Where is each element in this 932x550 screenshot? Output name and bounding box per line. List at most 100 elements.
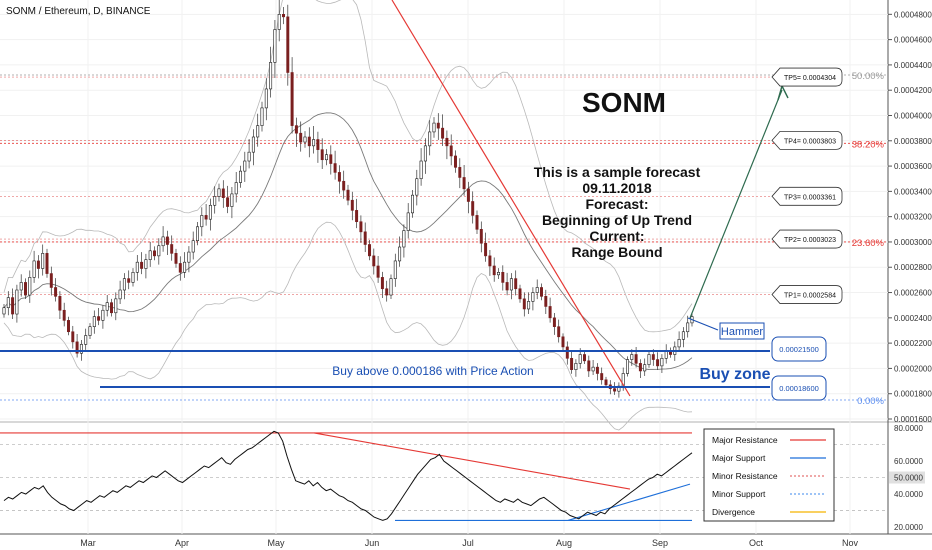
candle-body (449, 145, 453, 157)
time-tick-label: Apr (175, 538, 189, 548)
candle-body (58, 296, 62, 311)
candle-body (363, 231, 367, 245)
candle-body (187, 251, 191, 263)
rsi-line (3, 430, 693, 521)
forecast-line: Range Bound (572, 244, 663, 260)
candle-body (380, 277, 384, 290)
time-tick-label: May (267, 538, 285, 548)
tp-label: TP2= 0.0003023 (784, 237, 836, 244)
candle-body (208, 204, 212, 220)
candle-body (578, 354, 582, 364)
price-tick-label: 0.00016000 (894, 415, 932, 424)
candle-body (376, 265, 380, 278)
major-resistance-trendline (391, 0, 631, 397)
tp-label: TP5= 0.0004304 (784, 75, 836, 82)
candle-body (135, 261, 139, 273)
buy-zone-label: Buy zone (699, 366, 770, 383)
forecast-line: Beginning of Up Trend (542, 212, 692, 228)
candle-body (243, 160, 247, 172)
hammer-label-box (719, 322, 765, 340)
rsi-value-badge (889, 471, 925, 484)
candle-body (71, 331, 75, 343)
candle-body (260, 107, 264, 126)
buy-zone-lower-value: 0.00018600 (779, 384, 819, 393)
candle-body (264, 88, 268, 109)
rsi-support-trendline (567, 483, 691, 521)
legend-label: Minor Resistance (712, 471, 778, 481)
candle-body (436, 122, 440, 129)
tp-box (771, 67, 843, 87)
candle-body (101, 309, 105, 321)
time-axis: Mar Apr May Jun Jul Aug Sep Oct Nov (80, 538, 858, 548)
candle-body (299, 132, 303, 143)
candle-body (92, 316, 96, 327)
candle-body (204, 215, 208, 220)
take-profit-labels: TP5= 0.0004304 TP4= 0.0003803 TP3= 0.00033… (771, 67, 843, 304)
rsi-tick-label: 50.0000 (894, 474, 923, 483)
tp-box (771, 186, 843, 206)
candle-body (320, 149, 324, 161)
candle-body (165, 236, 169, 245)
candle-body (140, 261, 144, 269)
candle-body (170, 244, 174, 254)
candle-body (527, 301, 531, 310)
candle-body (638, 363, 642, 372)
candle-body (535, 287, 539, 293)
candle-body (11, 297, 15, 315)
candle-body (531, 292, 535, 302)
candle-body (97, 316, 101, 321)
candle-body (230, 193, 234, 207)
candle-body (385, 288, 389, 296)
candle-body (346, 189, 350, 201)
candle-body (277, 14, 281, 30)
candle-body (604, 379, 608, 386)
candle-body (36, 260, 40, 269)
candle-body (647, 354, 651, 365)
candle-body (488, 255, 492, 267)
candle-body (2, 307, 6, 315)
buy-zone-upper-box (771, 336, 827, 362)
tp-label: TP4= 0.0003803 (784, 138, 836, 145)
candle-body (174, 253, 178, 264)
candle-body (196, 226, 199, 241)
candle-body (544, 296, 548, 307)
candle-body (492, 265, 496, 276)
candle-body (325, 154, 328, 161)
candle-body (256, 125, 260, 138)
tp-box (771, 131, 843, 150)
time-tick-label: Nov (842, 538, 859, 548)
candle-body (269, 62, 273, 90)
candle-body (372, 255, 376, 267)
chart-header: SONM / Ethereum, D, BINANCE (6, 6, 151, 17)
time-tick-label: Jun (365, 538, 380, 548)
candle-body (471, 201, 475, 216)
candle-body (312, 139, 316, 147)
candle-body (32, 260, 36, 278)
candle-body (552, 317, 556, 327)
forecast-arrow-line (689, 89, 783, 319)
candle-body (161, 236, 165, 247)
candle-body (565, 346, 569, 359)
candle-body (415, 178, 419, 196)
candle-body (153, 250, 156, 257)
candle-body (62, 309, 66, 321)
candle-body (239, 170, 242, 183)
forecast-arrow-head (777, 85, 789, 101)
candle-body (522, 298, 526, 310)
forecast-line: Forecast: (585, 196, 648, 212)
candle-body (393, 260, 397, 279)
candle-body (630, 354, 634, 360)
candle-body (583, 354, 586, 362)
candle-body (226, 197, 230, 207)
candle-body (540, 287, 543, 297)
candle-body (466, 188, 470, 202)
